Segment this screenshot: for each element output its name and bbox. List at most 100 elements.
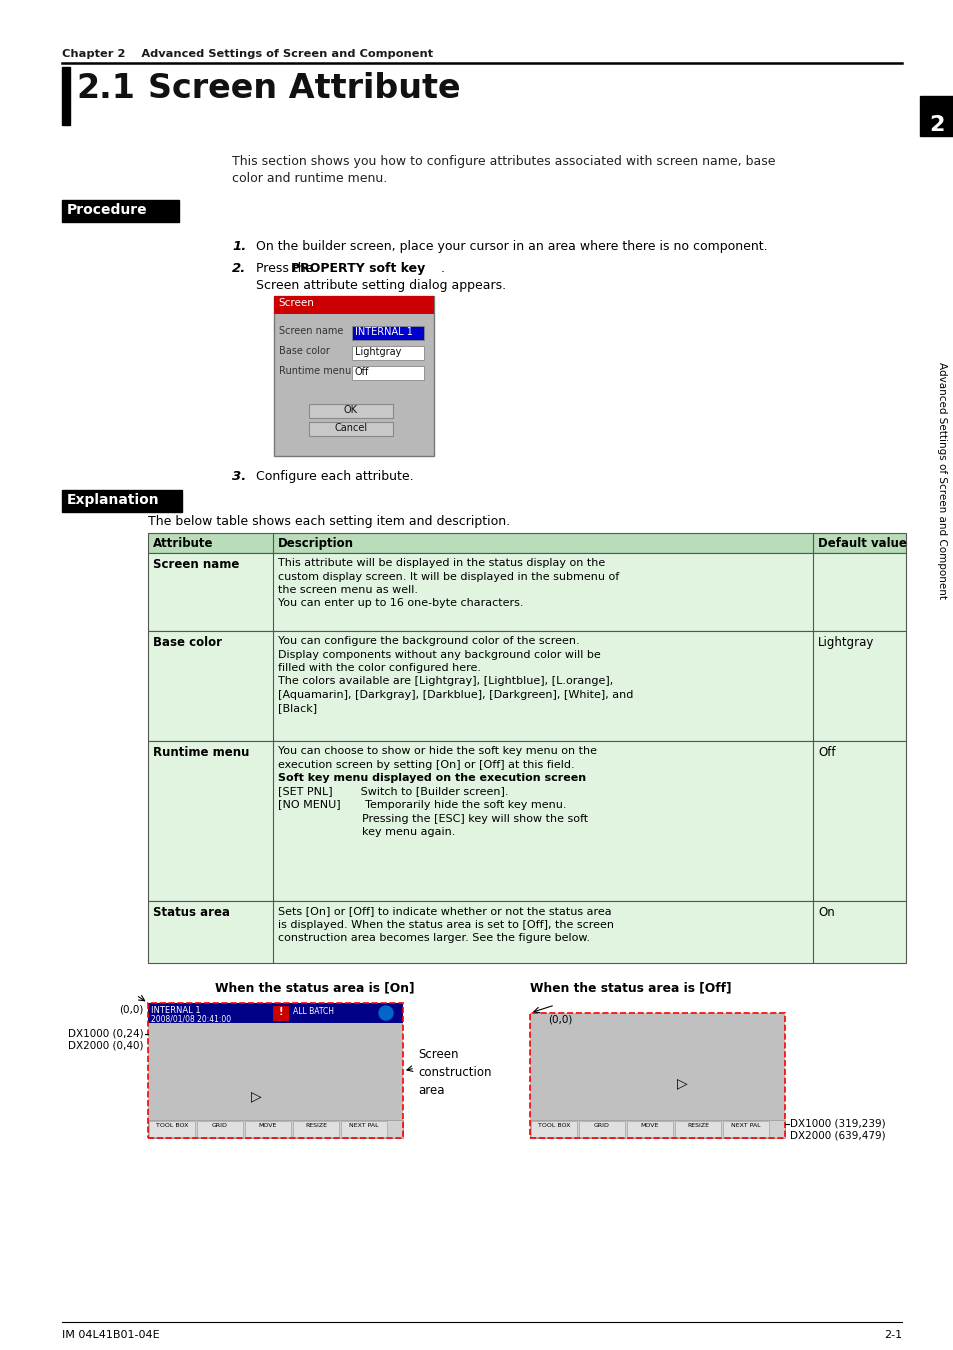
Text: key menu again.: key menu again.	[277, 828, 455, 837]
Bar	[148, 1023, 402, 1120]
Text: DX1000 (0,24): DX1000 (0,24)	[69, 1027, 144, 1038]
Text: MOVE: MOVE	[258, 1123, 277, 1129]
Text: [SET PNL]        Switch to [Builder screen].: [SET PNL] Switch to [Builder screen].	[277, 787, 508, 796]
Text: Lightgray: Lightgray	[817, 636, 874, 649]
Text: GRID: GRID	[594, 1123, 609, 1129]
Text: This attribute will be displayed in the status display on the: This attribute will be displayed in the …	[277, 558, 604, 568]
Text: RESIZE: RESIZE	[686, 1123, 708, 1129]
Bar	[626, 1120, 672, 1137]
Text: Screen name: Screen name	[278, 325, 343, 336]
Text: Advanced Settings of Screen and Component: Advanced Settings of Screen and Componen…	[936, 362, 946, 598]
Bar	[62, 200, 179, 221]
Bar	[62, 68, 70, 126]
Bar	[245, 1120, 291, 1137]
Text: Off: Off	[817, 747, 835, 759]
Text: .: .	[440, 262, 444, 275]
Bar	[530, 1012, 784, 1120]
Text: Pressing the [ESC] key will show the soft: Pressing the [ESC] key will show the sof…	[277, 814, 587, 824]
Text: [NO MENU]       Temporarily hide the soft key menu.: [NO MENU] Temporarily hide the soft key …	[277, 801, 566, 810]
Text: PROPERTY soft key: PROPERTY soft key	[291, 262, 425, 275]
Text: Off: Off	[355, 367, 369, 377]
Text: (0,0): (0,0)	[119, 1004, 144, 1015]
Bar	[340, 1120, 387, 1137]
Text: Base color: Base color	[278, 346, 330, 356]
Text: You can enter up to 16 one-byte characters.: You can enter up to 16 one-byte characte…	[277, 598, 523, 609]
Bar	[149, 1120, 194, 1137]
Text: Lightgray: Lightgray	[355, 347, 401, 356]
Text: When the status area is [On]: When the status area is [On]	[214, 981, 414, 994]
Text: (0,0): (0,0)	[547, 1015, 572, 1025]
Text: Soft key menu displayed on the execution screen: Soft key menu displayed on the execution…	[277, 774, 585, 783]
Text: The below table shows each setting item and description.: The below table shows each setting item …	[148, 514, 510, 528]
Text: Chapter 2    Advanced Settings of Screen and Component: Chapter 2 Advanced Settings of Screen an…	[62, 49, 433, 59]
Text: [Aquamarin], [Darkgray], [Darkblue], [Darkgreen], [White], and: [Aquamarin], [Darkgray], [Darkblue], [Da…	[277, 690, 633, 701]
Text: Runtime menu: Runtime menu	[278, 366, 351, 377]
Bar	[919, 96, 953, 136]
Text: construction area becomes larger. See the figure below.: construction area becomes larger. See th…	[277, 933, 590, 944]
Bar	[531, 1120, 577, 1137]
Text: Display components without any background color will be: Display components without any backgroun…	[277, 649, 600, 660]
Text: 1.: 1.	[232, 240, 246, 252]
Bar	[352, 366, 423, 379]
Text: You can configure the background color of the screen.: You can configure the background color o…	[277, 636, 579, 647]
Bar	[352, 325, 423, 340]
Text: Cancel: Cancel	[335, 423, 367, 433]
Text: The colors available are [Lightgray], [Lightblue], [L.orange],: The colors available are [Lightgray], [L…	[277, 676, 613, 687]
Text: You can choose to show or hide the soft key menu on the: You can choose to show or hide the soft …	[277, 747, 597, 756]
Text: Screen: Screen	[277, 298, 314, 308]
Text: This section shows you how to configure attributes associated with screen name, : This section shows you how to configure …	[232, 155, 775, 167]
Text: Screen
construction
area: Screen construction area	[417, 1048, 491, 1098]
Text: filled with the color configured here.: filled with the color configured here.	[277, 663, 480, 674]
Bar	[148, 1003, 402, 1023]
Text: TOOL BOX: TOOL BOX	[155, 1123, 188, 1129]
Bar	[148, 533, 905, 554]
Text: Base color: Base color	[152, 636, 222, 649]
Text: 2008/01/08 20:41:00: 2008/01/08 20:41:00	[151, 1015, 231, 1025]
Text: Screen attribute setting dialog appears.: Screen attribute setting dialog appears.	[255, 279, 506, 292]
Text: Explanation: Explanation	[67, 493, 159, 508]
Text: Description: Description	[277, 537, 354, 549]
Text: MOVE: MOVE	[640, 1123, 659, 1129]
Text: Configure each attribute.: Configure each attribute.	[255, 470, 414, 483]
Text: Screen Attribute: Screen Attribute	[148, 72, 460, 105]
Text: TOOL BOX: TOOL BOX	[537, 1123, 570, 1129]
Text: Runtime menu: Runtime menu	[152, 747, 249, 759]
Text: RESIZE: RESIZE	[305, 1123, 327, 1129]
Bar	[309, 404, 393, 418]
Bar	[530, 1120, 784, 1138]
Text: Status area: Status area	[152, 906, 230, 919]
Text: 3.: 3.	[232, 470, 246, 483]
Bar	[273, 1006, 289, 1021]
Text: is displayed. When the status area is set to [Off], the screen: is displayed. When the status area is se…	[277, 919, 614, 930]
Text: NEXT PAL: NEXT PAL	[730, 1123, 760, 1129]
Text: OK: OK	[344, 405, 357, 414]
Bar	[196, 1120, 243, 1137]
Bar	[352, 346, 423, 360]
Text: ALL BATCH: ALL BATCH	[293, 1007, 334, 1017]
Bar	[148, 630, 905, 741]
Text: Screen name: Screen name	[152, 558, 239, 571]
Text: 2.: 2.	[232, 262, 246, 275]
Text: Attribute: Attribute	[152, 537, 213, 549]
Bar	[675, 1120, 720, 1137]
Bar	[722, 1120, 768, 1137]
Bar	[148, 1120, 402, 1138]
Circle shape	[378, 1006, 393, 1021]
Text: !: !	[278, 1007, 283, 1017]
Text: INTERNAL 1: INTERNAL 1	[151, 1006, 200, 1015]
Text: When the status area is [Off]: When the status area is [Off]	[530, 981, 731, 994]
Text: Procedure: Procedure	[67, 202, 148, 217]
Bar	[530, 1012, 784, 1138]
Text: GRID: GRID	[212, 1123, 228, 1129]
Text: IM 04L41B01-04E: IM 04L41B01-04E	[62, 1330, 159, 1341]
Text: Sets [On] or [Off] to indicate whether or not the status area: Sets [On] or [Off] to indicate whether o…	[277, 906, 611, 917]
Text: NEXT PAL: NEXT PAL	[349, 1123, 378, 1129]
Text: 2: 2	[928, 115, 943, 135]
Bar	[293, 1120, 338, 1137]
Text: ▷: ▷	[677, 1076, 687, 1089]
Text: execution screen by setting [On] or [Off] at this field.: execution screen by setting [On] or [Off…	[277, 760, 574, 770]
Text: [Black]: [Black]	[277, 703, 316, 714]
Text: Press the: Press the	[255, 262, 317, 275]
Text: the screen menu as well.: the screen menu as well.	[277, 585, 417, 595]
Text: INTERNAL 1: INTERNAL 1	[355, 327, 413, 338]
